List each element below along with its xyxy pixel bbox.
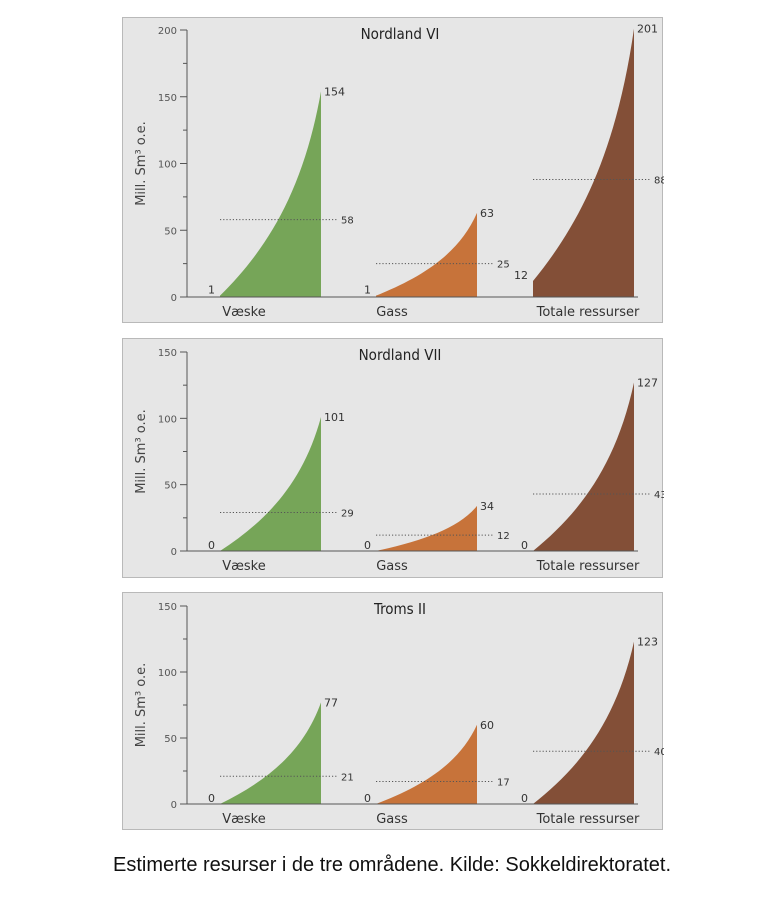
chart-svg: Nordland VII 0 50 100 150 Mill. Sm³ o.e. 29 101…: [134, 346, 664, 574]
y-tick-label: 0: [171, 800, 177, 811]
y-tick-label: 50: [164, 226, 177, 237]
area-totale-ressurser: [533, 641, 634, 804]
y-tick-label: 150: [158, 348, 177, 359]
category-label: Væske: [222, 812, 266, 827]
mean-label-totale-ressurser: 43: [654, 490, 664, 501]
area-gass: [376, 724, 477, 804]
high-label-totale-ressurser: 127: [637, 377, 658, 390]
low-label-væske: 0: [208, 792, 215, 805]
chart-svg: Nordland VI 0 50 100 150 200 Mill. Sm³ o.e. 58 1…: [134, 23, 664, 320]
chart-svg: Troms II 0 50 100 150 Mill. Sm³ o.e. 21 77 0 17 60…: [134, 600, 664, 827]
low-label-gass: 0: [364, 792, 371, 805]
mean-label-totale-ressurser: 40: [654, 747, 664, 758]
category-label: Totale ressurser: [536, 559, 640, 574]
y-tick-label: 0: [171, 293, 177, 304]
low-label-gass: 1: [364, 284, 371, 297]
y-axis-label: Mill. Sm³ o.e.: [134, 121, 149, 206]
chart-title: Nordland VII: [359, 346, 442, 364]
high-label-væske: 77: [324, 696, 338, 709]
mean-label-gass: 12: [497, 531, 510, 542]
area-totale-ressurser: [533, 28, 634, 297]
y-tick-label: 50: [164, 734, 177, 745]
category-label: Gass: [376, 812, 408, 827]
area-væske: [220, 91, 321, 297]
mean-label-gass: 25: [497, 260, 510, 271]
figure-caption: Estimerte resurser i de tre områdene. Ki…: [112, 854, 672, 876]
mean-label-væske: 21: [341, 772, 354, 783]
chart-title: Troms II: [373, 600, 426, 618]
area-gass: [376, 505, 477, 551]
category-label: Totale ressurser: [536, 305, 640, 320]
y-tick-label: 100: [158, 160, 177, 171]
category-label: Gass: [376, 305, 408, 320]
high-label-gass: 63: [480, 207, 494, 220]
high-label-væske: 154: [324, 85, 345, 98]
area-væske: [220, 702, 321, 804]
category-label: Totale ressurser: [536, 812, 640, 827]
y-tick-label: 100: [158, 414, 177, 425]
y-axis-label: Mill. Sm³ o.e.: [134, 663, 149, 748]
mean-label-væske: 29: [341, 509, 354, 520]
chart-title: Nordland VI: [361, 25, 440, 43]
area-totale-ressurser: [533, 382, 634, 551]
y-axis-label: Mill. Sm³ o.e.: [134, 409, 149, 494]
high-label-totale-ressurser: 123: [637, 636, 658, 649]
low-label-totale-ressurser: 0: [521, 539, 528, 552]
mean-label-gass: 17: [497, 778, 510, 789]
category-label: Gass: [376, 559, 408, 574]
low-label-gass: 0: [364, 539, 371, 552]
chart-panel-troms-ii: Troms II 0 50 100 150 Mill. Sm³ o.e. 21 77 0 17 60…: [122, 592, 664, 830]
low-label-totale-ressurser: 12: [514, 269, 528, 282]
mean-label-totale-ressurser: 88: [654, 176, 664, 187]
mean-label-væske: 58: [341, 216, 354, 227]
y-tick-label: 200: [158, 26, 177, 37]
y-tick-label: 150: [158, 602, 177, 613]
high-label-gass: 34: [480, 500, 494, 513]
y-tick-label: 150: [158, 93, 177, 104]
area-gass: [376, 212, 477, 297]
area-væske: [220, 417, 321, 551]
y-tick-label: 100: [158, 668, 177, 679]
chart-panel-nordland-vii: Nordland VII 0 50 100 150 Mill. Sm³ o.e. 29 101…: [122, 338, 664, 578]
y-tick-label: 50: [164, 481, 177, 492]
low-label-totale-ressurser: 0: [521, 792, 528, 805]
high-label-væske: 101: [324, 411, 345, 424]
y-tick-label: 0: [171, 547, 177, 558]
chart-panel-nordland-vi: Nordland VI 0 50 100 150 200 Mill. Sm³ o.e. 58 1…: [122, 17, 664, 323]
low-label-væske: 1: [208, 284, 215, 297]
high-label-gass: 60: [480, 719, 494, 732]
low-label-væske: 0: [208, 539, 215, 552]
category-label: Væske: [222, 305, 266, 320]
category-label: Væske: [222, 559, 266, 574]
high-label-totale-ressurser: 201: [637, 23, 658, 36]
